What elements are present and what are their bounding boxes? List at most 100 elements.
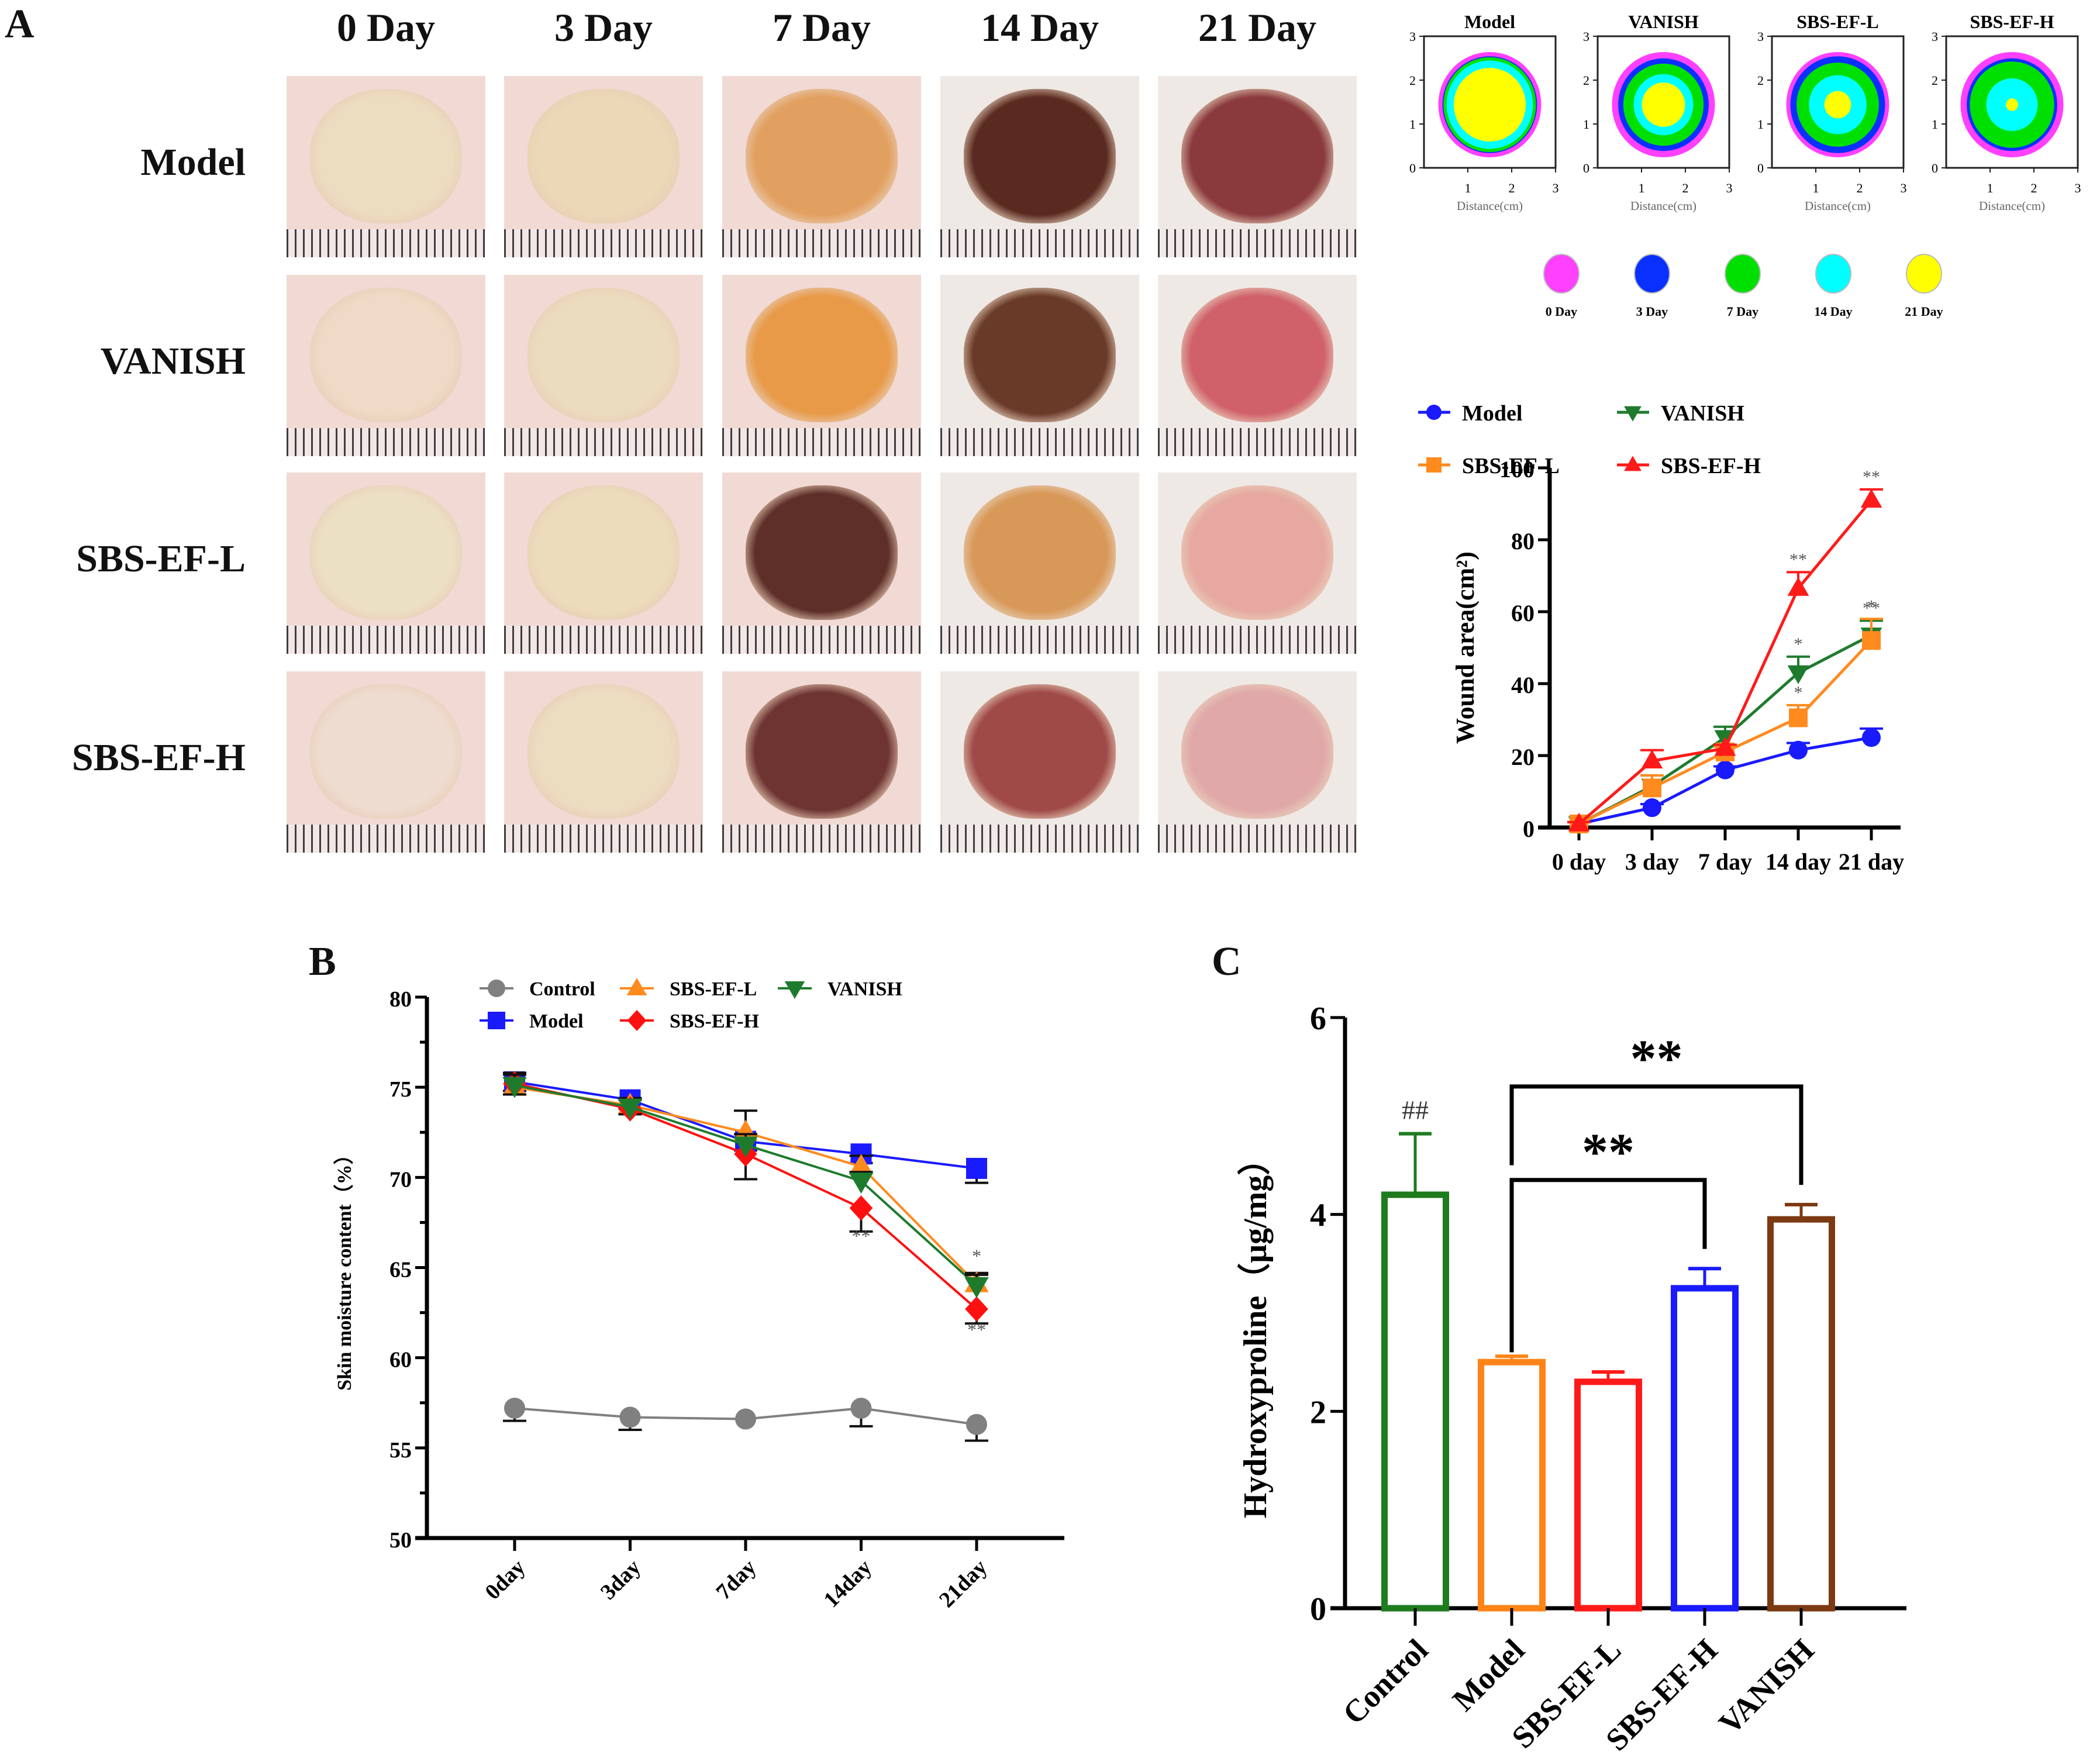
significance-annotations: ***** [852,1225,987,1340]
wound-region [746,89,898,223]
scale-ruler [504,825,703,853]
wound-region [746,288,898,422]
bar-rect [1574,1378,1642,1612]
y-axis-label: Hydroxyproline（μg/mg） [1237,1143,1274,1519]
wound-photo-sbs-ef-l-14-day [940,473,1139,654]
y-tick-label: 1 [1583,117,1589,132]
wound-region [964,684,1116,819]
chart-legend: Control Model SBS-EF-L SBS-EF-H VANISH [480,978,902,1032]
row-label-sbs-ef-l: SBS-EF-L [76,537,246,580]
y-tick-label: 2 [1583,73,1589,88]
contour-ring-21-day [2005,98,2019,111]
contour-title: VANISH [1628,11,1698,32]
y-tick-label: 0 [1523,816,1535,842]
significance-mark: ## [1402,1095,1429,1125]
wound-region [1181,89,1333,223]
scale-ruler [940,428,1139,456]
wound-region [310,288,462,422]
x-axis-label: Distance(cm) [1805,199,1871,213]
y-tick-label: 1 [1932,117,1938,132]
contour-title: SBS-EF-L [1796,11,1878,32]
wound-region [1181,288,1333,422]
scale-ruler [287,428,485,456]
y-tick-label: 0 [1583,161,1589,175]
x-tick-label: 2 [1682,181,1689,195]
contour-frame [1771,35,1905,169]
bar-rect [1767,1216,1835,1612]
wound-photo-sbs-ef-l-21-day [1158,473,1357,654]
data-point [733,1136,758,1158]
legend-swatch-21-day [1906,254,1942,294]
wound-region [527,684,680,819]
scale-ruler [1158,229,1357,257]
column-header-21-day: 21 Day [1198,5,1317,50]
bar-control [1381,1132,1449,1612]
data-point [502,1077,527,1098]
scale-ruler [504,428,703,456]
x-axis-label: Distance(cm) [1979,199,2045,213]
series-sbs-ef-l [502,1071,989,1292]
x-tick-label: 2 [1857,181,1863,195]
bar-model [1478,1354,1546,1612]
x-axis-label: Distance(cm) [1630,199,1696,213]
data-point [1862,631,1881,650]
wound-region [527,485,680,620]
scale-ruler [287,626,485,654]
data-point [966,1413,987,1435]
significance-mark: ** [1789,550,1807,569]
x-tick-label: 14day [819,1555,876,1612]
x-tick-label: 1 [1813,181,1819,195]
panel-label-b: B [309,939,336,984]
data-point [1568,812,1590,832]
column-header-0-day: 0 Day [336,5,436,50]
significance-mark: * [1867,597,1876,616]
x-tick-label: 1 [1465,181,1471,195]
wound-photo-sbs-ef-h-21-day [1158,671,1357,853]
contour-frame [1423,35,1557,169]
data-point [1860,489,1882,508]
y-tick-label: 1 [1757,117,1764,132]
wound-region [310,684,462,819]
bar-vanish [1767,1202,1835,1612]
data-point [504,1398,525,1419]
data-point [733,1119,758,1141]
legend-marker-sbs-ef-h [1624,456,1642,471]
y-tick-label: 55 [389,1438,412,1463]
legend-marker-sbs-ef-l [1426,457,1442,473]
bar-rect [1671,1285,1739,1612]
bar-sbs-ef-h [1671,1267,1739,1612]
scale-ruler [287,825,485,853]
data-point [849,1195,873,1221]
x-tick-label: 3 [2075,181,2081,195]
significance-mark: * [1794,635,1803,654]
x-tick-label: 21day [935,1555,992,1612]
legend-marker-model [1426,405,1442,420]
legend-marker-control [488,980,505,997]
contour-frame [1945,35,2079,169]
y-tick-label: 3 [1932,29,1938,44]
scale-ruler [1158,626,1357,654]
significance-bracket-model-sbs-ef-h: ** [1509,1123,1707,1353]
y-tick-label: 75 [389,1077,412,1102]
bar-rect [1381,1191,1449,1612]
y-tick-label: 70 [389,1167,412,1192]
y-tick-label: 2 [1409,73,1416,88]
legend-label: 21 Day [1905,304,1943,319]
y-tick-label: 2 [1757,73,1764,88]
x-tick-label: 21 day [1839,849,1904,875]
data-point [1716,760,1735,780]
contour-title: Model [1464,11,1515,32]
legend-label: SBS-EF-L [1462,454,1560,478]
bar-sbs-ef-l [1574,1370,1642,1612]
wound-photo-sbs-ef-h-0-day [287,671,485,853]
y-tick-label: 6 [1310,1001,1326,1037]
legend-marker-vanish [1624,406,1642,422]
legend-marker-sbs-ef-l [626,978,647,995]
legend-label: 7 Day [1727,304,1758,319]
legend-label: SBS-EF-L [670,978,757,1000]
scale-ruler [722,825,921,853]
panel-label-c: C [1212,939,1242,984]
wound-region [1181,485,1333,620]
legend-label: SBS-EF-H [1661,454,1761,478]
y-tick-label: 80 [389,987,412,1012]
